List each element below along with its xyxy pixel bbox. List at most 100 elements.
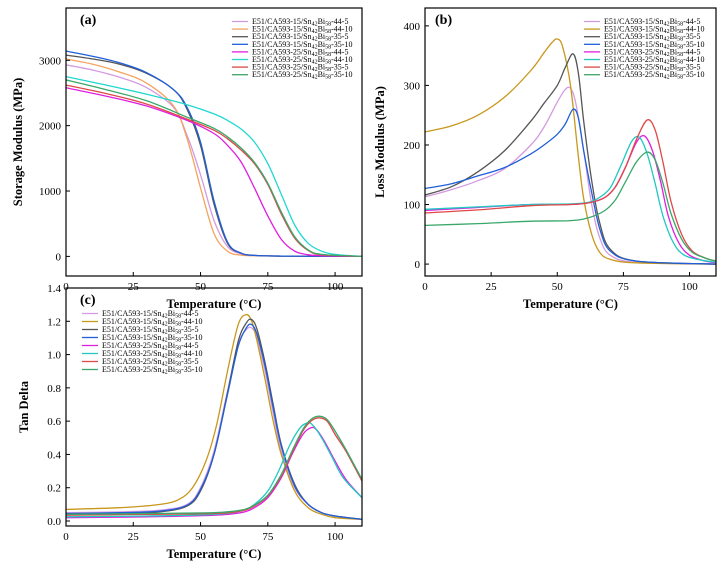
y-tick-label: 0.2 (47, 483, 61, 495)
y-axis-label: Loss Modulus (MPa) (373, 86, 387, 198)
x-axis-label: Temperature (°C) (167, 547, 262, 561)
plot-frame (65, 287, 363, 527)
legend-label: E51/CA593-25/Sn42Bi58-35-10 (604, 70, 704, 81)
x-tick-label: 25 (486, 281, 498, 293)
chart-panel-b: 0 25 50 75 100 0 100 200 300 400 Temperature (°C) L… (373, 7, 717, 311)
y-tick-label: 0 (56, 251, 62, 263)
series-line-5 (425, 134, 716, 264)
legend-label: E51/CA593-25/Sn42Bi58-44-5 (102, 341, 198, 352)
y-tick-label: 1.4 (47, 283, 61, 295)
series-line-8 (425, 151, 716, 262)
series-line-8 (66, 79, 362, 258)
legend-label: E51/CA593-25/Sn42Bi58-35-10 (102, 365, 202, 376)
x-axis-label: Temperature (°C) (523, 297, 618, 311)
series-line-4 (425, 108, 716, 265)
legend-label: E51/CA593-15/Sn42Bi58-44-10 (102, 317, 202, 328)
legend-label: E51/CA593-25/Sn42Bi58-44-5 (604, 47, 700, 58)
series-group (425, 38, 716, 265)
y-tick-label: 1.2 (47, 316, 61, 328)
series-line-2 (66, 313, 362, 520)
series-line-5 (66, 426, 362, 519)
legend: E51/CA593-15/Sn42Bi58-44-5E51/CA593-15/S… (82, 309, 202, 376)
legend-label: E51/CA593-15/Sn42Bi58-35-5 (604, 32, 700, 43)
x-tick-label: 50 (195, 531, 207, 543)
x-tick-label: 25 (128, 281, 140, 293)
legend-label: E51/CA593-25/Sn42Bi58-35-10 (252, 70, 352, 81)
x-tick-label: 0 (422, 281, 428, 293)
series-line-2 (66, 58, 362, 258)
y-tick-label: 0.8 (47, 383, 61, 395)
legend-label: E51/CA593-25/Sn42Bi58-35-5 (252, 63, 348, 74)
panel-label: (a) (80, 13, 97, 28)
legend-label: E51/CA593-15/Sn42Bi58-35-5 (252, 32, 348, 43)
series-line-4 (66, 323, 362, 520)
y-tick-label: 1.0 (47, 350, 61, 362)
series-line-7 (66, 417, 362, 516)
panel-label: (c) (80, 293, 96, 308)
x-axis-label: Temperature (°C) (167, 297, 262, 311)
x-tick-label: 100 (681, 281, 698, 293)
series-line-3 (66, 54, 362, 258)
series-group (66, 313, 362, 520)
x-tick-label: 75 (262, 531, 274, 543)
legend-label: E51/CA593-15/Sn42Bi58-35-5 (102, 325, 198, 336)
plot-frame (65, 7, 363, 277)
x-tick-label: 50 (195, 281, 207, 293)
series-line-7 (66, 84, 362, 258)
series-line-6 (66, 75, 362, 258)
panel-label: (b) (435, 13, 452, 28)
series-line-4 (66, 50, 362, 258)
y-tick-label: 3000 (39, 55, 62, 67)
y-tick-label: 400 (404, 21, 421, 33)
legend: E51/CA593-15/Sn42Bi58-44-5E51/CA593-15/S… (584, 17, 704, 81)
legend-label: E51/CA593-25/Sn42Bi58-44-5 (252, 47, 348, 58)
series-line-5 (66, 87, 362, 258)
x-tick-label: 75 (618, 281, 630, 293)
legend-label: E51/CA593-15/Sn42Bi58-35-10 (102, 333, 202, 344)
series-line-1 (66, 64, 362, 258)
series-line-7 (425, 119, 716, 262)
legend-label: E51/CA593-15/Sn42Bi58-35-10 (604, 40, 704, 51)
legend-label: E51/CA593-15/Sn42Bi58-44-5 (604, 17, 700, 28)
series-line-2 (425, 38, 716, 265)
x-tick-label: 25 (128, 531, 140, 543)
legend-label: E51/CA593-25/Sn42Bi58-44-10 (102, 349, 202, 360)
series-group (66, 50, 362, 258)
y-tick-label: 0.6 (47, 416, 61, 428)
y-tick-label: 2000 (39, 121, 62, 133)
y-tick-label: 0 (415, 259, 421, 271)
x-tick-label: 0 (63, 531, 69, 543)
series-line-6 (66, 422, 362, 518)
series-line-3 (425, 53, 716, 265)
legend-label: E51/CA593-15/Sn42Bi58-35-10 (252, 40, 352, 51)
legend: E51/CA593-15/Sn42Bi58-44-5E51/CA593-15/S… (232, 17, 352, 81)
y-tick-label: 0.4 (47, 449, 61, 461)
legend-label: E51/CA593-25/Sn42Bi58-44-10 (604, 55, 704, 66)
y-tick-label: 300 (404, 80, 421, 92)
x-tick-label: 0 (63, 281, 69, 293)
plot-frame (424, 7, 717, 277)
legend-label: E51/CA593-15/Sn42Bi58-44-5 (252, 17, 348, 28)
legend-label: E51/CA593-15/Sn42Bi58-44-5 (102, 309, 198, 320)
series-line-6 (425, 135, 716, 263)
legend-label: E51/CA593-15/Sn42Bi58-44-10 (604, 25, 704, 35)
legend-label: E51/CA593-15/Sn42Bi58-44-10 (252, 25, 352, 35)
y-tick-label: 0.0 (47, 516, 61, 528)
y-tick-label: 200 (404, 140, 421, 152)
legend-label: E51/CA593-25/Sn42Bi58-35-5 (604, 63, 700, 74)
x-tick-label: 100 (327, 531, 344, 543)
x-tick-label: 50 (552, 281, 564, 293)
legend-label: E51/CA593-25/Sn42Bi58-44-10 (252, 55, 352, 66)
x-tick-label: 100 (327, 281, 344, 293)
series-line-8 (66, 415, 362, 515)
y-tick-label: 1000 (39, 186, 62, 198)
y-axis-label: Storage Modulus (MPa) (11, 78, 25, 206)
y-tick-label: 100 (404, 200, 421, 212)
x-tick-label: 75 (262, 281, 274, 293)
chart-panel-c: 0 25 50 75 100 0.0 0.2 0.4 0.6 0.8 1.0 1.2 1.4 Temper… (17, 283, 363, 561)
legend-label: E51/CA593-25/Sn42Bi58-35-5 (102, 357, 198, 368)
series-line-1 (425, 86, 716, 265)
y-axis-label: Tan Delta (17, 380, 31, 433)
